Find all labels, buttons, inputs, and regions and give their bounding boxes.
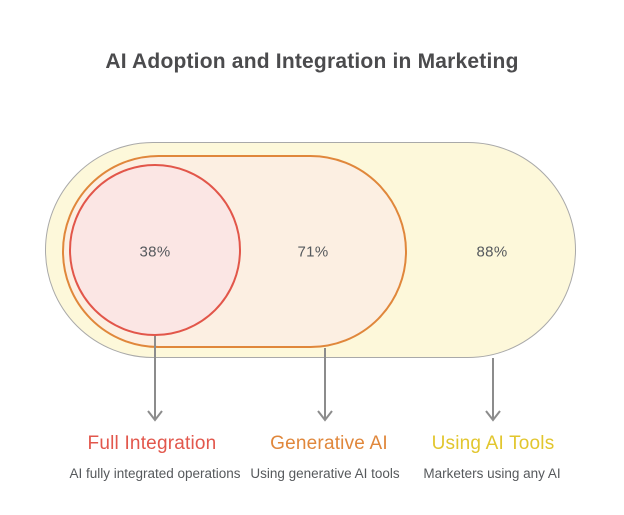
description-full-integration: AI fully integrated operations (69, 466, 241, 481)
description-generative-ai: Using generative AI tools (250, 466, 400, 481)
arrow-down-icon (484, 358, 502, 422)
page-title: AI Adoption and Integration in Marketing (105, 50, 519, 73)
label-full-integration: Full Integration (87, 433, 217, 454)
arrow-down-icon (316, 348, 334, 422)
venn-set-full-integration (69, 164, 241, 336)
description-using-ai-tools: Marketers using any AI (423, 466, 561, 481)
percent-generative-ai: 71% (297, 243, 329, 261)
percent-full-integration: 38% (139, 243, 171, 261)
label-using-ai-tools: Using AI Tools (431, 433, 555, 454)
percent-using-ai-tools: 88% (476, 243, 508, 261)
arrow-down-icon (146, 336, 164, 422)
label-generative-ai: Generative AI (270, 433, 388, 454)
